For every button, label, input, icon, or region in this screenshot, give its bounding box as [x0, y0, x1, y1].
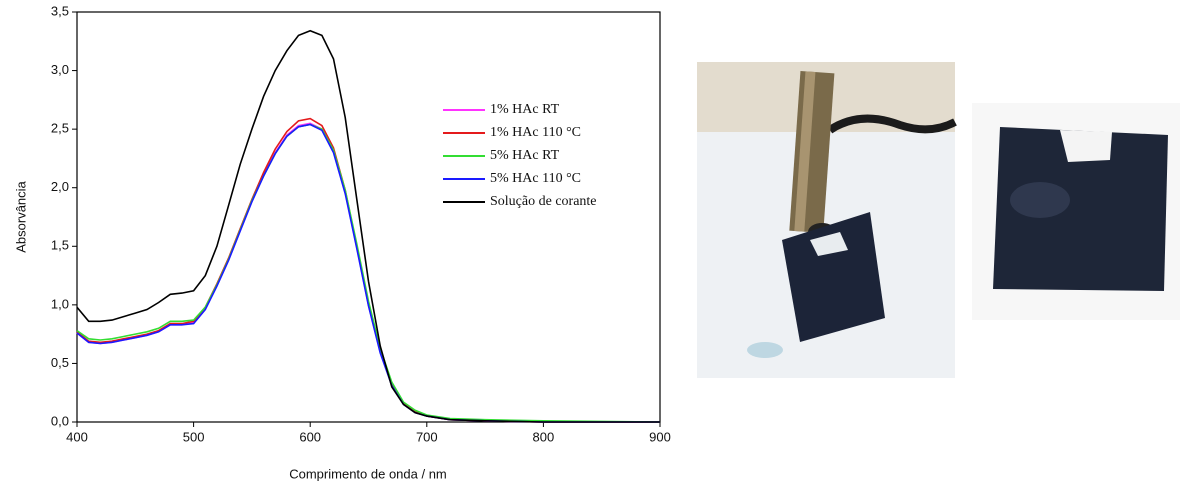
x-tick-label: 700 — [416, 429, 438, 444]
series-line — [76, 122, 660, 423]
y-tick-label: 3,5 — [51, 3, 69, 18]
x-axis-label: Comprimento de onda / nm — [289, 466, 447, 481]
y-tick-label: 1,0 — [51, 296, 69, 311]
legend-label: Solução de corante — [490, 194, 597, 209]
series-line — [76, 117, 660, 423]
y-tick-label: 3,0 — [51, 62, 69, 77]
y-tick-label: 2,5 — [51, 121, 69, 136]
legend-label: 5% HAc RT — [490, 148, 560, 163]
series-line — [76, 123, 660, 423]
legend-label: 5% HAc 110 °C — [490, 171, 581, 186]
x-tick-label: 600 — [299, 429, 321, 444]
y-tick-label: 0,5 — [51, 355, 69, 370]
series-line — [76, 29, 660, 423]
x-tick-label: 500 — [183, 429, 205, 444]
x-tick-label: 800 — [533, 429, 555, 444]
plot-frame — [76, 11, 661, 423]
x-tick-label: 900 — [649, 429, 671, 444]
photo-film — [972, 103, 1180, 320]
y-tick-label: 1,5 — [51, 238, 69, 253]
series-line — [76, 123, 661, 423]
legend-label: 1% HAc 110 °C — [490, 125, 581, 140]
photo-electrode — [697, 62, 957, 378]
legend-label: 1% HAc RT — [490, 102, 560, 117]
x-tick-label: 400 — [66, 429, 88, 444]
y-axis-label: Absorvância — [13, 180, 28, 252]
y-tick-label: 0,0 — [51, 413, 69, 428]
y-tick-label: 2,0 — [51, 179, 69, 194]
